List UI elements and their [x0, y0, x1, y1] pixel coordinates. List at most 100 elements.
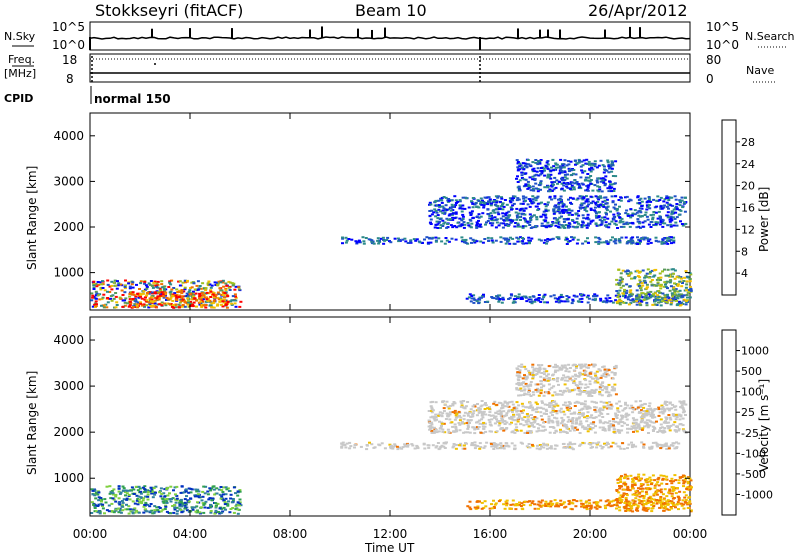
data-cell	[614, 220, 618, 223]
data-cell	[431, 430, 435, 433]
data-cell	[379, 237, 383, 240]
data-cell	[440, 422, 444, 425]
data-cell	[600, 216, 604, 219]
data-cell	[531, 185, 535, 188]
data-cell	[158, 491, 162, 494]
data-cell	[621, 220, 625, 223]
data-cell	[350, 238, 354, 241]
data-cell	[170, 498, 174, 500]
data-cell	[452, 401, 456, 403]
data-cell	[579, 176, 583, 179]
data-cell	[612, 424, 615, 427]
data-cell	[528, 296, 532, 299]
data-cell	[147, 306, 151, 309]
data-cell	[152, 487, 156, 490]
data-cell	[568, 409, 571, 412]
data-cell	[173, 508, 177, 511]
data-cell	[581, 426, 585, 429]
nsearch-label: N.Search	[745, 30, 795, 43]
data-cell	[485, 221, 488, 224]
data-cell	[576, 222, 580, 225]
data-cell	[202, 304, 206, 307]
data-cell	[560, 377, 564, 380]
data-cell	[631, 241, 635, 244]
data-cell	[461, 207, 465, 210]
data-cell	[124, 284, 127, 287]
data-cell	[599, 195, 602, 198]
data-cell	[625, 283, 629, 286]
data-cell	[188, 292, 192, 295]
data-cell	[528, 164, 532, 167]
data-cell	[128, 304, 132, 306]
data-cell	[515, 388, 519, 391]
data-cell	[631, 222, 635, 225]
data-cell	[120, 505, 124, 508]
data-cell	[183, 491, 187, 494]
data-cell	[560, 187, 564, 190]
data-cell	[499, 402, 503, 405]
data-cell	[612, 499, 616, 502]
data-cell	[577, 300, 581, 303]
data-cell	[214, 509, 218, 512]
data-cell	[636, 196, 640, 199]
data-cell	[688, 285, 692, 288]
data-cell	[655, 304, 659, 306]
data-cell	[654, 236, 658, 239]
data-cell	[457, 410, 461, 413]
data-cell	[480, 418, 484, 421]
data-cell	[615, 504, 619, 507]
data-cell	[638, 400, 642, 403]
data-cell	[168, 281, 172, 284]
data-cell	[640, 205, 644, 208]
data-cell	[490, 217, 494, 220]
data-cell	[533, 507, 537, 510]
data-cell	[585, 210, 589, 213]
station-title: Stokkseyri (fitACF)	[95, 1, 243, 20]
data-cell	[359, 445, 363, 448]
data-cell	[442, 222, 446, 225]
data-cell	[441, 212, 445, 215]
data-cell	[519, 219, 522, 221]
data-cell	[144, 296, 147, 299]
data-cell	[559, 411, 563, 414]
data-cell	[174, 493, 177, 496]
data-cell	[434, 199, 438, 202]
data-cell	[501, 203, 504, 206]
data-cell	[158, 287, 162, 290]
data-cell	[603, 182, 607, 185]
data-cell	[601, 446, 605, 448]
data-cell	[156, 286, 160, 289]
data-cell	[585, 392, 589, 395]
data-cell	[594, 236, 598, 239]
data-cell	[520, 502, 524, 505]
data-cell	[517, 388, 521, 391]
data-cell	[430, 408, 434, 411]
data-cell	[617, 422, 621, 425]
data-cell	[216, 303, 220, 306]
data-cell	[455, 415, 459, 418]
data-cell	[161, 293, 165, 296]
data-cell	[427, 446, 431, 449]
data-cell	[158, 296, 162, 299]
data-cell	[591, 200, 595, 203]
data-cell	[92, 286, 96, 289]
data-cell	[214, 293, 218, 296]
data-cell	[531, 375, 535, 378]
data-cell	[435, 418, 438, 421]
data-cell	[103, 289, 107, 292]
data-cell	[164, 504, 168, 507]
data-cell	[499, 415, 503, 417]
data-cell	[540, 167, 543, 169]
data-cell	[446, 223, 450, 225]
data-cell	[140, 297, 144, 300]
data-cell	[131, 286, 135, 289]
data-cell	[555, 163, 559, 166]
data-cell	[562, 446, 566, 449]
data-cell	[510, 431, 514, 434]
data-cell	[460, 422, 464, 425]
data-cell	[563, 379, 567, 382]
data-cell	[553, 431, 557, 434]
data-cell	[675, 299, 678, 302]
data-cell	[668, 220, 672, 223]
data-cell	[409, 239, 413, 242]
